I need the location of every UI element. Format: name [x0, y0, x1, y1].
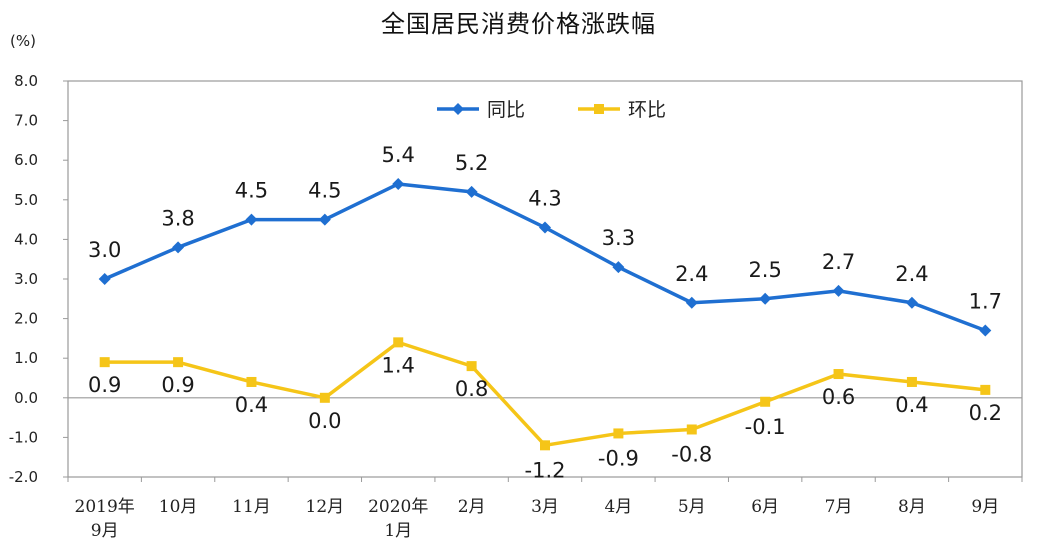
y-tick-label: 8.0	[14, 72, 38, 90]
data-point	[832, 284, 845, 297]
data-point	[905, 296, 918, 309]
data-point	[686, 424, 697, 435]
x-tick-label: 2月	[458, 497, 486, 517]
data-point	[245, 213, 258, 226]
data-label: 3.8	[161, 206, 194, 230]
y-tick-label: -2.0	[9, 468, 38, 486]
data-label: 2.4	[895, 262, 928, 286]
data-point	[246, 376, 257, 387]
series-同比: 3.0 3.8 4.5 4.5 5.4 5.2 4.3 3.3 2.4 2.5 2.7 2.4 1.7	[88, 143, 1002, 337]
data-label: 4.3	[528, 187, 561, 211]
data-point	[980, 384, 991, 395]
data-point	[318, 213, 331, 226]
data-label: -0.1	[745, 415, 786, 439]
plot-area-frame	[67, 80, 1023, 478]
data-point	[393, 337, 404, 348]
legend-label: 同比	[487, 99, 525, 121]
data-label: 0.8	[455, 377, 488, 401]
data-label: 2.7	[822, 250, 855, 274]
data-label: 2.4	[675, 262, 708, 286]
legend-marker	[594, 104, 604, 114]
x-axis: 2019年 9月 10月 11月 12月 2020年 1月 2月 3月 4月 5月 6月 7月 8月 9月	[67, 477, 1023, 541]
data-label: 3.3	[602, 226, 635, 250]
data-point	[685, 296, 698, 309]
y-tick-label: 6.0	[14, 151, 38, 169]
x-tick-label: 7月	[825, 497, 853, 517]
data-point	[759, 292, 772, 305]
data-point	[172, 241, 185, 254]
x-tick-label: 11月	[232, 497, 271, 517]
x-tick-label: 1月	[384, 521, 412, 541]
y-axis: 8.0 7.0 6.0 5.0 4.0 3.0 2.0 1.0 0.0 -1.0 -2.0	[9, 72, 68, 486]
y-tick-label: 1.0	[14, 349, 38, 367]
data-label: 4.5	[308, 179, 341, 203]
y-tick-label: 3.0	[14, 270, 38, 288]
y-tick-label: 7.0	[14, 112, 38, 130]
data-label: 4.5	[235, 179, 268, 203]
y-tick-label: -1.0	[9, 428, 38, 446]
legend-marker	[452, 103, 464, 115]
data-label: 0.0	[308, 409, 341, 433]
data-point	[99, 357, 110, 368]
data-label: 0.2	[969, 401, 1002, 425]
legend-label: 环比	[628, 99, 666, 121]
x-tick-label: 6月	[751, 497, 779, 517]
data-point	[392, 177, 405, 190]
y-tick-label: 0.0	[14, 389, 38, 407]
data-point	[833, 369, 844, 380]
data-point	[98, 273, 111, 285]
data-label: 0.4	[235, 393, 268, 417]
data-label: 0.6	[822, 385, 855, 409]
data-label: -1.2	[525, 458, 566, 482]
data-point	[539, 221, 551, 234]
data-label: 1.4	[382, 353, 415, 377]
data-point	[760, 396, 771, 407]
data-point	[979, 324, 992, 337]
data-label: -0.8	[671, 442, 712, 466]
data-point	[540, 440, 550, 451]
data-point	[465, 185, 478, 198]
x-tick-label: 9月	[971, 497, 999, 517]
data-point	[612, 261, 625, 274]
data-label: 0.9	[88, 373, 121, 397]
data-label: -0.9	[598, 446, 639, 470]
data-point	[466, 361, 477, 372]
data-label: 0.4	[895, 393, 928, 417]
data-point	[173, 357, 184, 368]
x-tick-label: 2020年	[368, 497, 428, 517]
x-tick-label: 12月	[306, 497, 345, 517]
legend: 同比 环比	[437, 99, 666, 121]
x-tick-label: 8月	[898, 497, 926, 517]
x-tick-label: 3月	[531, 497, 559, 517]
x-tick-label: 10月	[159, 497, 198, 517]
data-label: 5.4	[382, 143, 415, 167]
chart-title: 全国居民消费价格涨跌幅	[381, 10, 656, 38]
data-point	[319, 392, 330, 403]
x-tick-label: 2019年	[75, 497, 135, 517]
x-tick-label: 5月	[678, 497, 706, 517]
data-label: 1.7	[969, 289, 1002, 313]
y-tick-label: 5.0	[14, 191, 38, 209]
data-label: 0.9	[161, 373, 194, 397]
data-point	[906, 376, 917, 387]
data-point	[613, 428, 624, 439]
y-tick-label: 2.0	[14, 310, 38, 328]
x-tick-label: 9月	[91, 521, 119, 541]
y-axis-unit: (%)	[10, 32, 36, 50]
data-label: 2.5	[748, 258, 781, 282]
series-layer: 3.0 3.8 4.5 4.5 5.4 5.2 4.3 3.3 2.4 2.5 2.7 2.4 1.7 0…	[88, 143, 1002, 482]
y-tick-label: 4.0	[14, 230, 38, 248]
series-环比: 0.9 0.9 0.4 0.0 1.4 0.8 -1.2 -0.9 -0.8 -0.1 0.6 0.4…	[88, 337, 1002, 482]
data-label: 3.0	[88, 238, 121, 262]
data-label: 5.2	[455, 151, 488, 175]
x-tick-label: 4月	[604, 497, 632, 517]
